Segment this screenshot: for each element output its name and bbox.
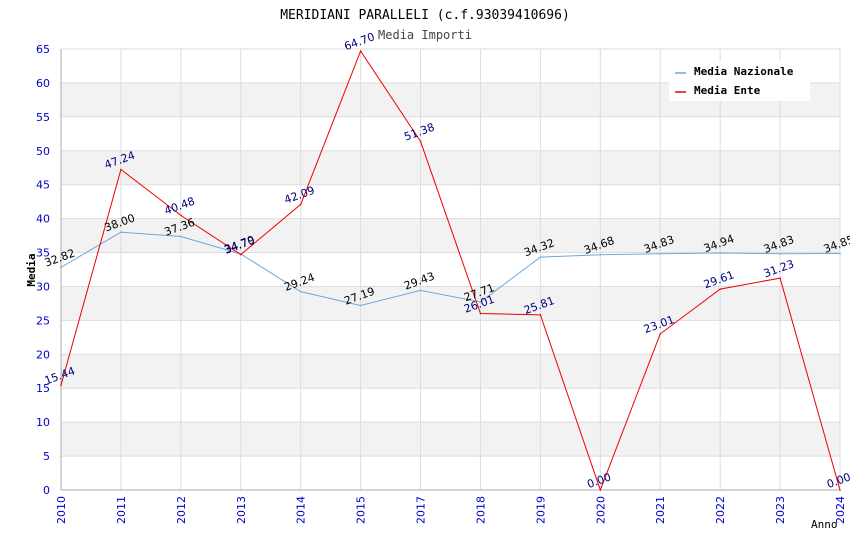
series-lines (60, 49, 841, 492)
data-point-media-nazionale (539, 256, 542, 258)
y-tick-label: 30 (36, 280, 50, 293)
data-point-media-nazionale (719, 252, 721, 254)
x-tick-label: 2019 (534, 496, 547, 524)
x-tick-label: 2015 (355, 496, 368, 524)
x-tick-label: 2011 (115, 496, 128, 524)
data-point-media-ente (120, 168, 122, 171)
data-point-media-nazionale (839, 252, 841, 255)
data-point-media-nazionale (299, 290, 302, 293)
data-label-media-ente: 42.09 (282, 184, 316, 207)
data-point-media-nazionale (60, 266, 62, 269)
data-point-media-ente (60, 384, 62, 387)
legend-label-media-ente: Media Ente (694, 84, 761, 97)
series-line-media-ente (60, 49, 841, 492)
x-tick-label: 2012 (175, 496, 188, 524)
data-point-media-ente (839, 489, 841, 491)
y-tick-label: 35 (36, 247, 50, 260)
y-tick-label: 5 (43, 450, 50, 463)
x-tick-label: 2017 (415, 496, 428, 524)
chart-subtitle: Media Importi (378, 28, 472, 42)
y-tick-label: 65 (36, 43, 50, 56)
x-tick-label: 2022 (714, 496, 727, 524)
data-point-media-ente (299, 203, 302, 206)
band-45 (61, 150, 840, 185)
y-tick-label: 20 (36, 348, 50, 361)
x-tick-label: 2020 (594, 496, 607, 524)
chart-title: MERIDIANI PARALLELI (c.f.93039410696) (280, 8, 570, 23)
data-label-media-ente: 31.23 (762, 257, 796, 280)
band-35 (61, 218, 840, 253)
series-line-media-nazionale (60, 231, 841, 307)
legend-background (669, 61, 810, 101)
data-point-media-ente (419, 140, 422, 143)
data-point-media-nazionale (120, 231, 122, 233)
data-point-media-ente (239, 253, 242, 256)
data-point-media-ente (180, 214, 182, 217)
y-tick-label: 55 (36, 111, 50, 124)
y-tick-label: 60 (36, 77, 50, 90)
data-label-media-ente: 0.00 (825, 470, 850, 491)
y-axis-label: Media (25, 253, 38, 286)
y-tick-label: 40 (36, 213, 50, 226)
band-15 (61, 354, 840, 389)
band-5 (61, 422, 840, 457)
axes (60, 49, 840, 491)
y-tick-label: 0 (43, 484, 50, 497)
data-point-media-ente (719, 288, 721, 290)
data-point-media-nazionale (659, 252, 662, 255)
x-tick-label: 2021 (654, 496, 667, 524)
data-point-media-ente (539, 314, 542, 316)
x-tick-label: 2018 (474, 496, 487, 524)
background-bands (61, 82, 840, 457)
data-point-media-nazionale (180, 235, 182, 238)
y-tick-label: 10 (36, 416, 50, 429)
data-point-media-nazionale (419, 289, 422, 292)
legend-label-media-nazionale: Media Nazionale (694, 65, 794, 78)
data-point-media-ente (359, 50, 362, 52)
x-axis-label: Anno (811, 518, 838, 531)
x-tick-label: 2013 (235, 496, 248, 524)
data-point-media-nazionale (779, 252, 781, 255)
y-tick-label: 15 (36, 382, 50, 395)
x-tick-labels: 2010 2011 2012 2013 2014 2015 2017 2018 2019 2020… (55, 496, 847, 524)
gridlines (60, 48, 841, 491)
y-tick-label: 45 (36, 179, 50, 192)
band-25 (61, 286, 840, 321)
legend: Media Nazionale Media Ente (669, 61, 810, 101)
data-point-media-ente (659, 333, 662, 335)
data-point-media-nazionale (479, 301, 482, 303)
y-tick-label: 50 (36, 145, 50, 158)
data-point-media-ente (599, 489, 602, 491)
data-label-media-ente: 64.70 (342, 30, 376, 53)
x-tick-label: 2024 (834, 496, 847, 524)
x-tick-label: 2014 (295, 496, 308, 524)
data-point-media-nazionale (599, 253, 602, 256)
y-tick-labels: 0 5 10 15 20 25 30 35 40 45 50 55 60 65 (36, 43, 50, 497)
data-point-media-nazionale (359, 304, 362, 307)
x-tick-label: 2010 (55, 496, 68, 524)
y-tick-label: 25 (36, 314, 50, 327)
data-point-media-ente (479, 312, 482, 315)
x-tick-label: 2023 (774, 496, 787, 524)
data-point-media-ente (779, 277, 781, 279)
